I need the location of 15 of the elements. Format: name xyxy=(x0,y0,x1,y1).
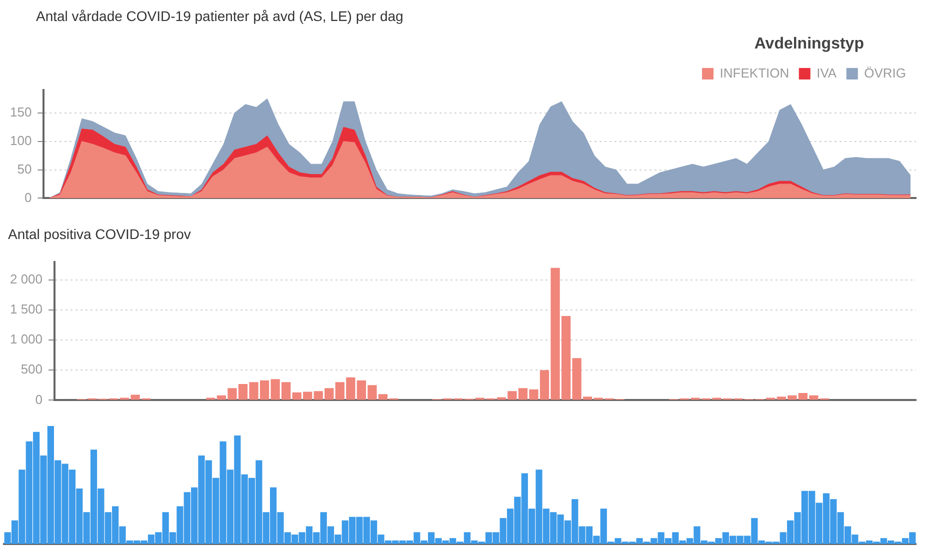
y-tick-label: 500 xyxy=(20,362,43,377)
y-tick-label: 150 xyxy=(10,104,32,120)
y-tick-label: 50 xyxy=(17,161,32,176)
chart-title: Antal positiva COVID-19 prov xyxy=(8,226,191,242)
legend-label: ÖVRIG xyxy=(864,65,906,80)
y-tick-label: 1 000 xyxy=(10,332,43,347)
legend-label: IVA xyxy=(816,65,837,80)
y-tick-label: 0 xyxy=(24,190,32,205)
y-tick-label: 2 000 xyxy=(10,271,43,286)
y-tick-label: 0 xyxy=(35,392,43,407)
chart-title: Antal vårdade COVID-19 patienter på avd (AS, LE) per dag xyxy=(36,8,404,24)
y-tick-label: 1 500 xyxy=(10,302,43,317)
legend-title: Avdelningstyp xyxy=(754,35,864,52)
legend-label: INFEKTION xyxy=(720,65,790,80)
y-tick-label: 100 xyxy=(10,132,32,148)
